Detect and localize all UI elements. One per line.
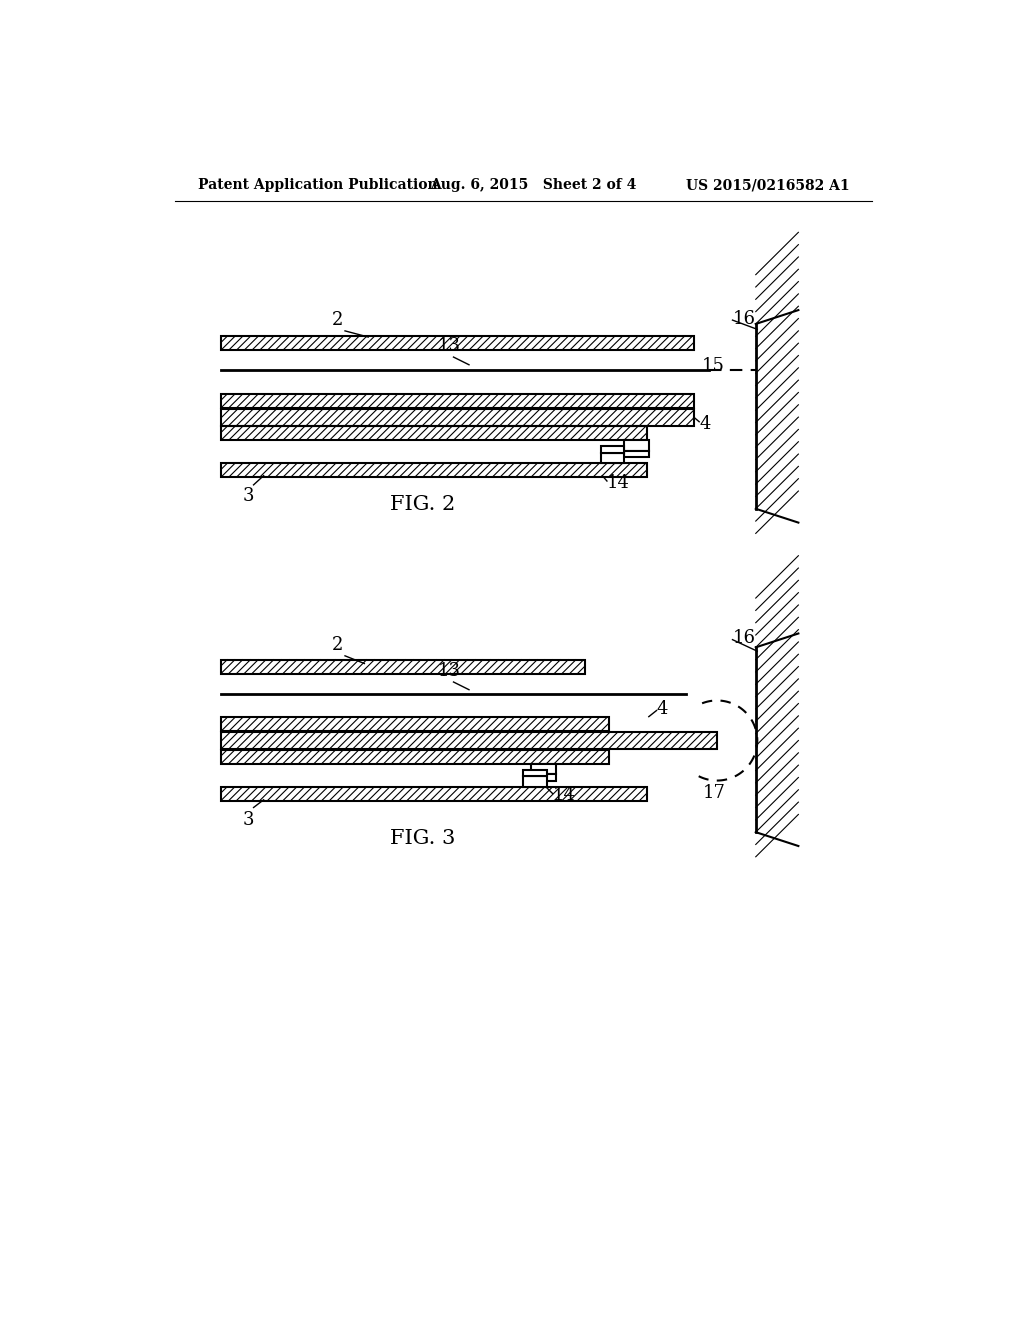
Bar: [221, 463, 647, 478]
Text: FIG. 2: FIG. 2: [390, 495, 455, 515]
Bar: [221, 463, 647, 478]
Text: 2: 2: [332, 636, 343, 655]
Bar: [624, 441, 649, 451]
Bar: [601, 453, 624, 463]
Bar: [756, 323, 799, 508]
Bar: [221, 660, 586, 673]
Text: 17: 17: [702, 784, 725, 801]
Bar: [221, 337, 693, 350]
Text: 3: 3: [243, 487, 254, 506]
Bar: [221, 733, 717, 748]
Bar: [221, 750, 608, 763]
Bar: [221, 733, 717, 748]
Bar: [221, 426, 647, 441]
Text: Patent Application Publication: Patent Application Publication: [198, 178, 437, 193]
Text: 4: 4: [700, 414, 712, 433]
Bar: [756, 647, 799, 832]
Text: 13: 13: [438, 661, 461, 680]
Text: 14: 14: [553, 787, 575, 804]
Bar: [531, 775, 556, 780]
Bar: [221, 718, 608, 731]
Text: 4: 4: [656, 700, 668, 718]
Text: 3: 3: [243, 810, 254, 829]
Bar: [221, 787, 647, 800]
Bar: [221, 409, 693, 425]
Bar: [624, 451, 649, 457]
Bar: [221, 750, 608, 763]
Text: 16: 16: [732, 630, 756, 647]
Text: 15: 15: [701, 358, 724, 375]
Bar: [221, 660, 586, 673]
Bar: [531, 763, 556, 775]
Text: 14: 14: [607, 474, 630, 492]
Text: US 2015/0216582 A1: US 2015/0216582 A1: [686, 178, 850, 193]
Text: 13: 13: [438, 337, 461, 355]
Bar: [221, 409, 693, 425]
Bar: [523, 770, 547, 776]
Bar: [221, 426, 647, 441]
Text: Aug. 6, 2015   Sheet 2 of 4: Aug. 6, 2015 Sheet 2 of 4: [430, 178, 637, 193]
Bar: [221, 337, 693, 350]
Bar: [523, 776, 547, 787]
Bar: [601, 446, 624, 453]
Bar: [221, 395, 693, 408]
Bar: [221, 395, 693, 408]
Text: 16: 16: [732, 310, 756, 327]
Text: FIG. 3: FIG. 3: [390, 829, 456, 847]
Text: 2: 2: [332, 312, 343, 330]
Bar: [221, 787, 647, 800]
Bar: [221, 718, 608, 731]
